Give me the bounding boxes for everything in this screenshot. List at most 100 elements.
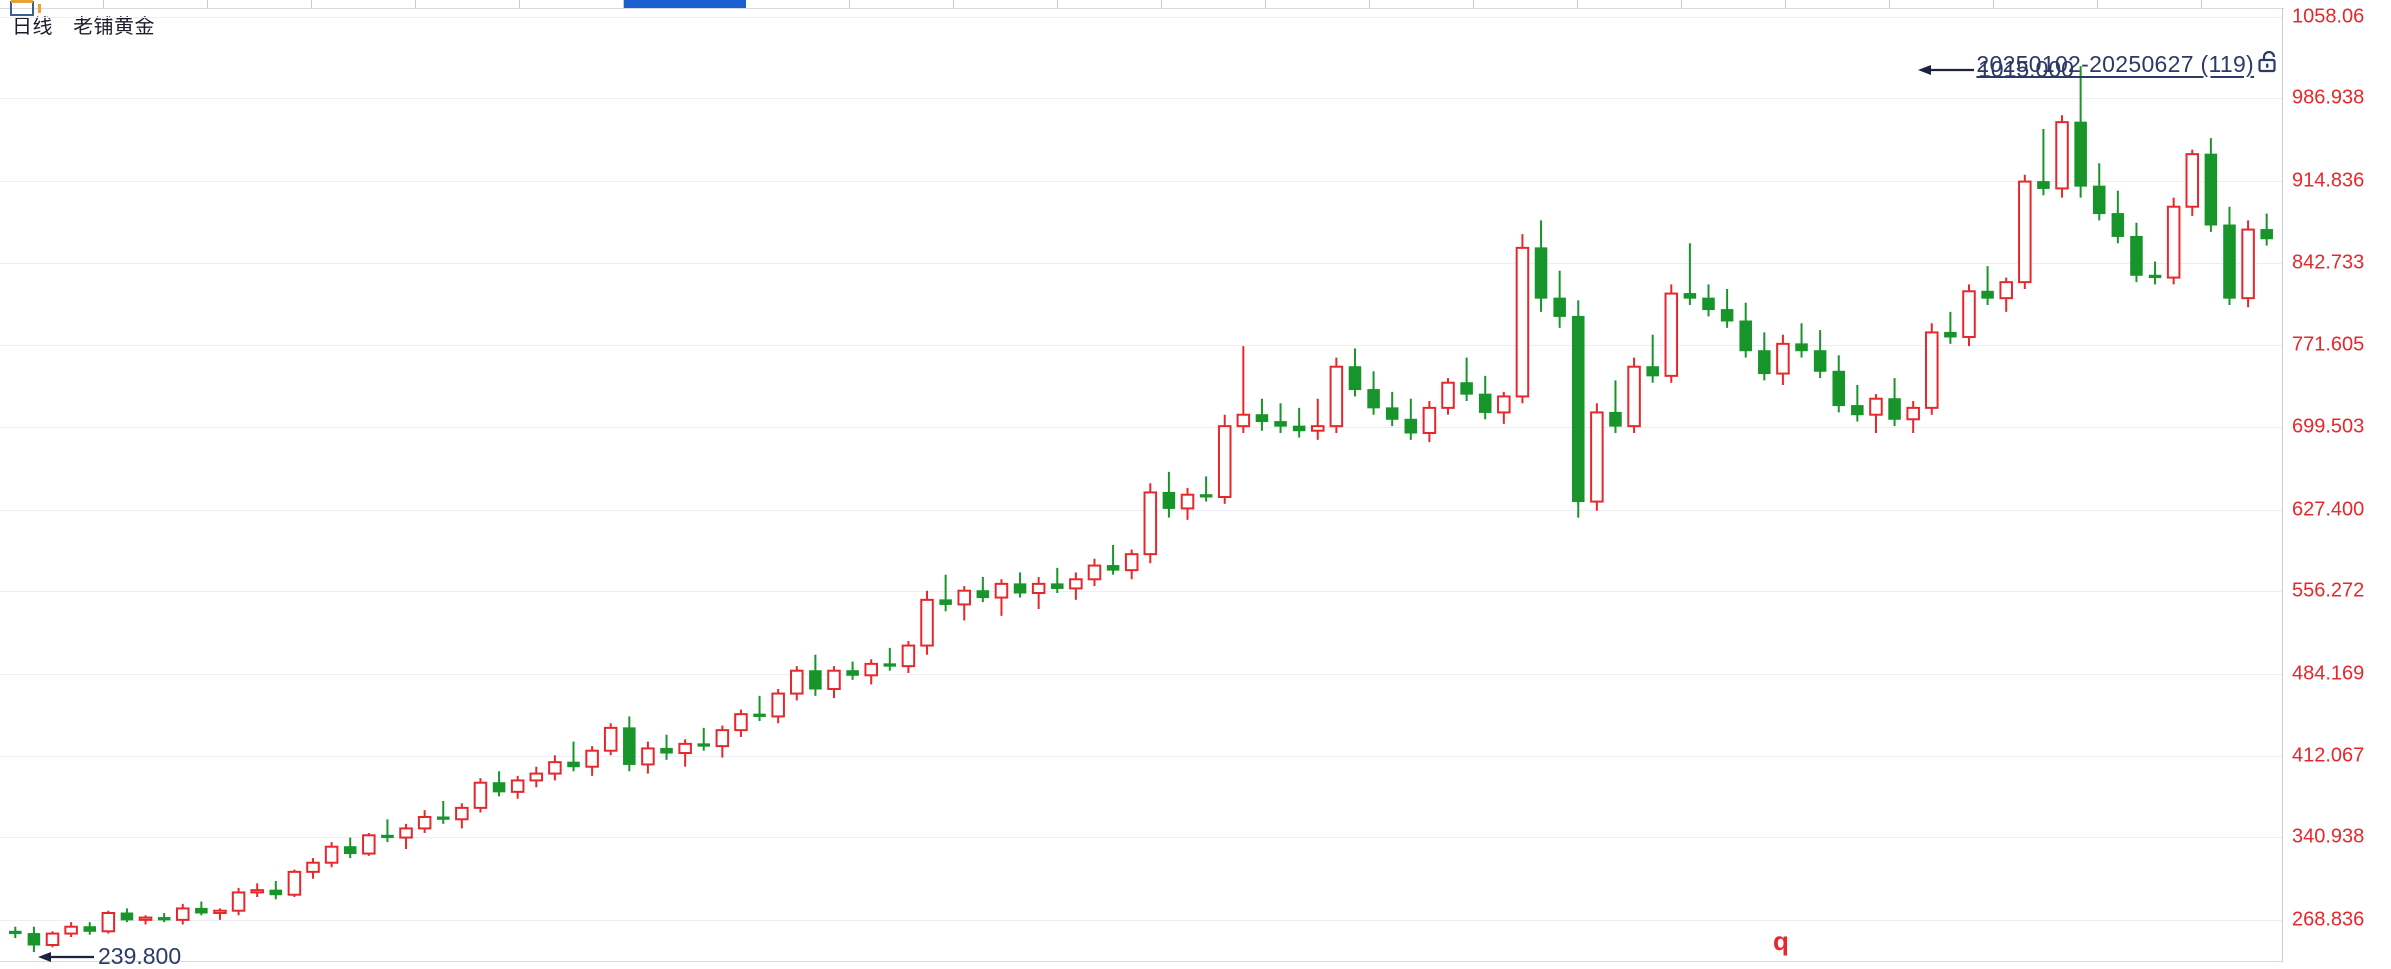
candlestick-bar xyxy=(1255,398,1269,431)
chart-plot-area[interactable] xyxy=(0,9,2283,962)
candlestick-bar xyxy=(1925,323,1939,415)
browser-tab-21[interactable] xyxy=(2098,0,2202,8)
candlestick-bar xyxy=(269,880,283,900)
candlestick-bar xyxy=(1590,403,1604,511)
candlestick-bar xyxy=(2055,115,2069,198)
candlestick-bar xyxy=(436,800,450,824)
browser-tab-12[interactable] xyxy=(1162,0,1266,8)
candlestick-bar xyxy=(473,778,488,813)
price-tick-label: 699.503 xyxy=(2292,415,2365,438)
browser-tab-2[interactable] xyxy=(104,0,208,8)
candlestick-bar xyxy=(343,837,357,859)
candlestick-bar xyxy=(9,926,22,939)
price-axis[interactable]: 1058.06 986.938 914.836 842.733 771.605 699.5… xyxy=(2284,0,2391,969)
arrow-left-icon xyxy=(38,951,94,962)
candlestick-bar xyxy=(2185,149,2200,216)
candlestick-bar xyxy=(1143,483,1158,564)
candlestick-bar xyxy=(1348,348,1362,397)
candlestick-bar xyxy=(2223,206,2236,305)
candlestick-bar xyxy=(827,666,841,699)
candlestick-bar xyxy=(1702,284,1715,317)
browser-tab-19[interactable] xyxy=(1890,0,1994,8)
candlestick-bar xyxy=(120,908,134,923)
browser-tab-5[interactable] xyxy=(416,0,520,8)
gridline xyxy=(0,181,2282,182)
candlestick-bar xyxy=(1478,375,1492,420)
candlestick-bar xyxy=(1460,357,1473,402)
candlestick-bar xyxy=(1124,549,1139,580)
candlestick-bar xyxy=(1832,355,1846,413)
candlestick-bar xyxy=(623,716,636,772)
candlestick-bar xyxy=(678,739,692,767)
browser-tab-strip[interactable] xyxy=(0,0,2391,9)
candlestick-bar xyxy=(417,810,432,833)
browser-tab-3[interactable] xyxy=(208,0,312,8)
candlestick-bar xyxy=(1906,401,1920,433)
candlestick-series xyxy=(9,66,2273,953)
candlestick-bar xyxy=(45,931,60,948)
browser-tab-9[interactable] xyxy=(850,0,954,8)
candlestick-bar xyxy=(641,741,655,774)
chart-gridlines xyxy=(0,9,2282,961)
candlestick-bar xyxy=(1534,220,1548,312)
high-price-value: 1015.000 xyxy=(1978,56,2074,82)
candlestick-bar xyxy=(846,661,859,680)
candlestick-bar xyxy=(157,913,171,923)
browser-tab-4[interactable] xyxy=(312,0,416,8)
candlestick-bar xyxy=(1776,334,1790,386)
gridline xyxy=(0,837,2282,838)
candlestick-bar xyxy=(1683,243,1697,305)
candlestick-bar xyxy=(1962,284,1976,347)
candlestick-bar xyxy=(1274,403,1287,433)
candlestick-bar xyxy=(1162,471,1176,518)
candlestick-bar xyxy=(2018,174,2032,290)
browser-tab-15[interactable] xyxy=(1474,0,1578,8)
candlestick-bar xyxy=(883,647,897,671)
candlestick-bar xyxy=(2130,222,2143,283)
browser-tab-16[interactable] xyxy=(1578,0,1682,8)
browser-tab-18[interactable] xyxy=(1786,0,1890,8)
unlock-icon[interactable] xyxy=(2258,50,2280,79)
price-tick-label: 771.605 xyxy=(2292,333,2365,356)
candlestick-bar xyxy=(1739,302,1752,358)
price-tick-label: 340.938 xyxy=(2292,825,2365,848)
date-range-badge[interactable]: 20250102-20250627 (119) xyxy=(1976,50,2280,79)
date-range-label: 20250102-20250627 (119) xyxy=(1976,51,2254,77)
price-tick-label: 627.400 xyxy=(2292,498,2365,521)
browser-tab-7[interactable] xyxy=(624,0,746,8)
price-tick-label: 412.067 xyxy=(2292,744,2365,767)
candlestick-bar xyxy=(1329,357,1344,433)
candlestick-bar xyxy=(1609,380,1622,433)
candlestick-bar xyxy=(324,842,339,868)
browser-tab-8[interactable] xyxy=(746,0,850,8)
candlestick-bar xyxy=(920,590,934,655)
browser-tab-20[interactable] xyxy=(1994,0,2098,8)
candlestick-bar xyxy=(660,734,673,760)
toolbar-glyph-icon[interactable] xyxy=(5,0,53,20)
chart-symbol-label: 老铺黄金 xyxy=(73,16,156,38)
gridline xyxy=(0,17,2282,18)
candlestick-bar xyxy=(2204,138,2218,232)
candlestick-bar xyxy=(529,766,544,788)
candlestick-bar xyxy=(1236,346,1251,433)
arrow-left-icon xyxy=(1918,64,1974,75)
candlestick-bar xyxy=(771,689,785,724)
browser-tab-1[interactable] xyxy=(0,0,104,8)
candlestick-bar xyxy=(790,666,804,701)
candlestick-bar xyxy=(1180,487,1195,520)
candlestick-bar xyxy=(1664,284,1679,383)
price-tick-label: 484.169 xyxy=(2292,662,2365,685)
browser-tab-11[interactable] xyxy=(1058,0,1162,8)
candlestick-bar xyxy=(1069,572,1083,600)
gridline xyxy=(0,591,2282,592)
browser-tab-17[interactable] xyxy=(1682,0,1786,8)
candlestick-bar xyxy=(306,858,320,879)
browser-tab-13[interactable] xyxy=(1266,0,1370,8)
browser-tab-14[interactable] xyxy=(1370,0,1474,8)
browser-tab-6[interactable] xyxy=(520,0,624,8)
browser-tab-10[interactable] xyxy=(954,0,1058,8)
candlestick-bar xyxy=(697,727,711,751)
chart-period-label: 日线 xyxy=(12,16,53,38)
candlestick-bar xyxy=(2148,261,2162,285)
candlestick-bar xyxy=(381,819,394,843)
